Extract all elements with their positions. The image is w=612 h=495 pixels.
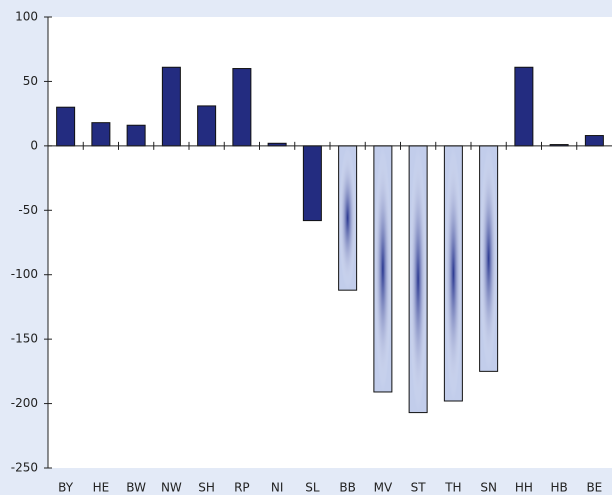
- bar: [584, 135, 604, 147]
- bar-shade: [374, 146, 392, 392]
- bar: [161, 66, 181, 147]
- y-tick-label: 50: [23, 74, 38, 88]
- bar: [91, 122, 111, 147]
- y-tick-label: -150: [11, 332, 38, 346]
- x-tick-label: HE: [93, 481, 110, 495]
- x-tick-label: ST: [411, 481, 427, 495]
- bar: [56, 106, 76, 147]
- bar: [232, 68, 252, 147]
- x-tick-label: HB: [550, 481, 567, 495]
- y-tick-label: -200: [11, 396, 38, 410]
- x-tick-label: NW: [161, 481, 182, 495]
- x-tick-label: NI: [271, 481, 284, 495]
- x-tick-label: MV: [374, 481, 393, 495]
- y-tick-label: -250: [11, 461, 38, 475]
- bar: [126, 124, 146, 147]
- x-tick-label: SH: [198, 481, 215, 495]
- y-tick-label: 0: [30, 138, 38, 152]
- bar: [514, 66, 534, 147]
- y-tick-label: -50: [18, 203, 38, 217]
- x-tick-label: TH: [444, 481, 461, 495]
- x-tick-label: BB: [339, 481, 355, 495]
- x-tick-label: BW: [126, 481, 146, 495]
- x-tick-label: BE: [586, 481, 602, 495]
- x-tick-label: BY: [58, 481, 74, 495]
- x-tick-label: SL: [305, 481, 320, 495]
- x-tick-label: RP: [234, 481, 250, 495]
- bar-shade: [339, 146, 357, 290]
- bar: [302, 145, 322, 222]
- bar: [197, 105, 217, 147]
- x-tick-label: SN: [480, 481, 497, 495]
- x-tick-label: HH: [515, 481, 533, 495]
- bar-shade: [444, 146, 462, 401]
- bar-shade: [480, 146, 498, 371]
- y-tick-label: -100: [11, 267, 38, 281]
- bar-shade: [409, 146, 427, 413]
- y-tick-label: 100: [15, 10, 38, 24]
